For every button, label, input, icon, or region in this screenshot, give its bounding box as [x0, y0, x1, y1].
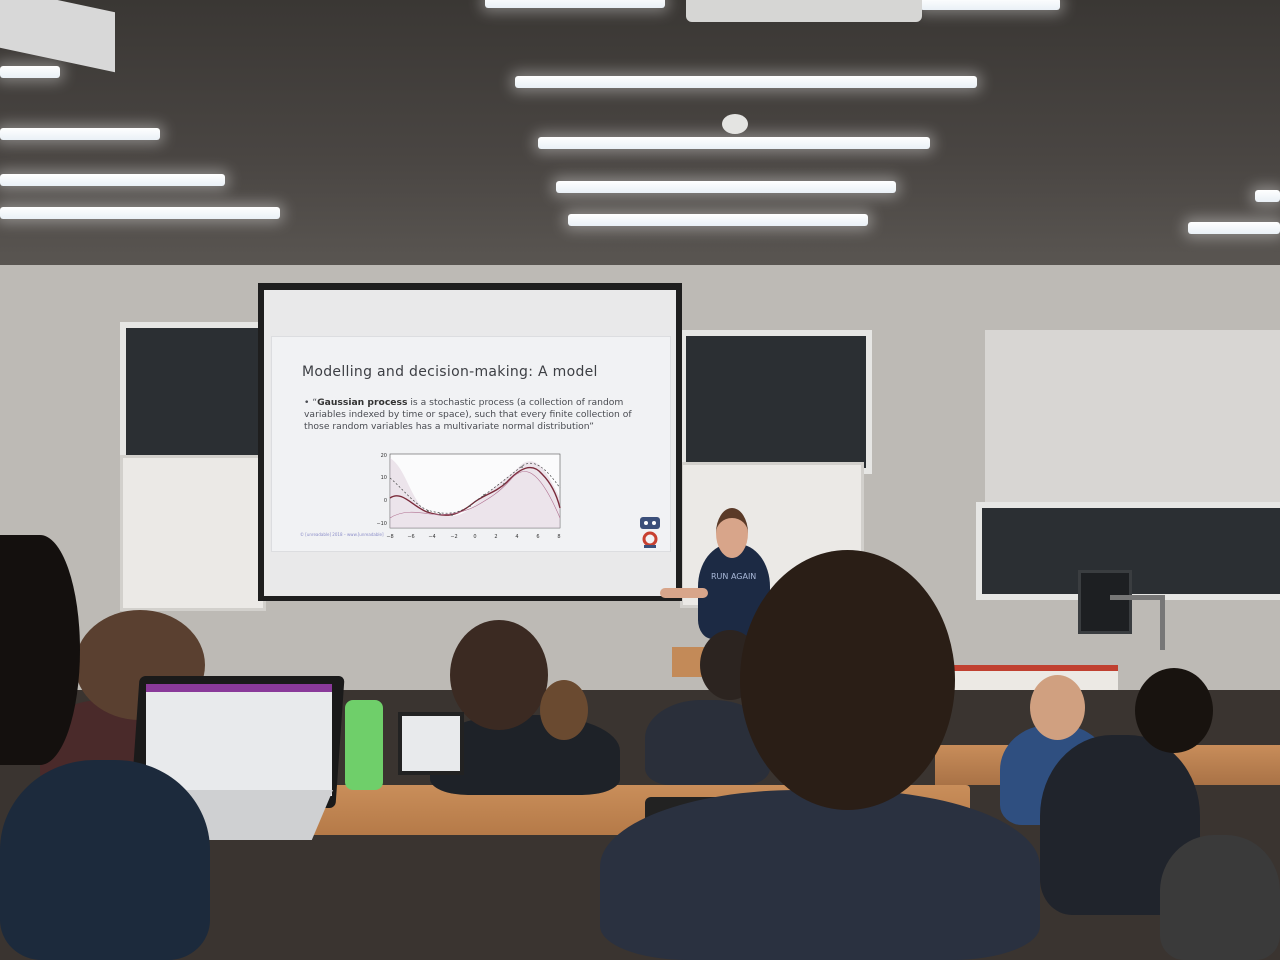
observations — [427, 466, 523, 516]
observation-point — [503, 483, 505, 485]
observation-point — [439, 513, 441, 515]
y-tick-label: 0 — [384, 498, 387, 504]
observation-point — [521, 466, 523, 468]
whiteboard-left — [120, 455, 266, 611]
logo-body — [642, 531, 658, 547]
window-right — [680, 330, 872, 474]
presenter-head — [716, 508, 748, 558]
ceiling-light — [0, 128, 160, 140]
projector — [686, 0, 922, 22]
x-tick-label: 8 — [557, 534, 560, 540]
observation-point — [451, 514, 453, 516]
y-tick-label: 10 — [381, 475, 387, 481]
bullet-bold: Gaussian process — [317, 397, 408, 408]
bullet-rest: is a stochastic process (a collection of… — [304, 397, 632, 432]
presenter-arm — [660, 588, 708, 598]
ceiling-light — [556, 181, 896, 193]
slide-footer: © [unreadable] 2018 – www.[unreadable] — [300, 532, 384, 537]
laptop-toolbar — [146, 684, 332, 692]
confidence-band — [390, 458, 560, 528]
ceiling-light — [568, 214, 868, 226]
side-wall-panel — [985, 330, 1280, 510]
ceiling-light — [0, 66, 60, 78]
audience-head — [1030, 675, 1085, 740]
robot-logo-icon — [640, 517, 660, 548]
observation-point — [469, 505, 471, 507]
foreground-person-right — [1160, 835, 1280, 960]
sample-line — [389, 471, 561, 519]
bullet-open: • “ — [304, 397, 318, 408]
y-tick-label: 20 — [381, 453, 387, 459]
ceiling-light — [1255, 190, 1280, 202]
x-tick-label: −4 — [428, 534, 435, 540]
audience-head — [1135, 668, 1213, 753]
slide-bullet: • “Gaussian process is a stochastic proc… — [304, 397, 654, 433]
x-tick-label: −8 — [386, 534, 393, 540]
second-laptop-display — [398, 712, 464, 775]
x-tick-label: 0 — [473, 534, 476, 540]
ceiling-speaker — [0, 0, 115, 73]
ceiling-light — [0, 207, 280, 219]
ceiling-light — [515, 76, 977, 88]
laptop-display — [146, 684, 332, 796]
ceiling — [0, 0, 1280, 270]
logo-eye — [652, 521, 656, 525]
plot-frame — [389, 453, 561, 529]
x-tick-label: 2 — [494, 534, 497, 540]
audience-head — [450, 620, 548, 730]
mean-line — [389, 466, 561, 516]
logo-base — [644, 545, 656, 548]
observation-point — [427, 510, 429, 512]
slide-title: Modelling and decision-making: A model — [302, 364, 598, 380]
foreground-person — [600, 790, 1040, 960]
monitor — [1078, 570, 1132, 634]
water-bottle — [345, 700, 383, 790]
ceiling-light — [920, 0, 1060, 10]
x-tick-label: −6 — [407, 534, 414, 540]
x-tick-label: −2 — [450, 534, 457, 540]
x-tick-label: 4 — [515, 534, 518, 540]
foreground-head — [740, 550, 955, 810]
y-tick-label: −10 — [376, 521, 387, 527]
x-tick-label: 6 — [536, 534, 539, 540]
logo-head — [640, 517, 660, 529]
ceiling-light — [485, 0, 665, 8]
foreground-person-left — [0, 760, 210, 960]
presenter-shirt-text: RUN AGAIN — [711, 572, 757, 581]
ceiling-light — [538, 137, 930, 149]
monitor-arm — [1110, 595, 1165, 650]
logo-eye — [644, 521, 648, 525]
smoke-detector — [722, 114, 748, 134]
audience-head — [540, 680, 588, 740]
foreground-head-left — [0, 535, 80, 765]
observation-point — [483, 494, 485, 496]
gaussian-process-plot: 20 10 0 −10 −8 −6 −4 −2 0 2 4 6 8 — [376, 453, 561, 540]
ceiling-light — [1188, 222, 1280, 234]
ceiling-light — [0, 174, 225, 186]
window-left — [120, 322, 272, 469]
